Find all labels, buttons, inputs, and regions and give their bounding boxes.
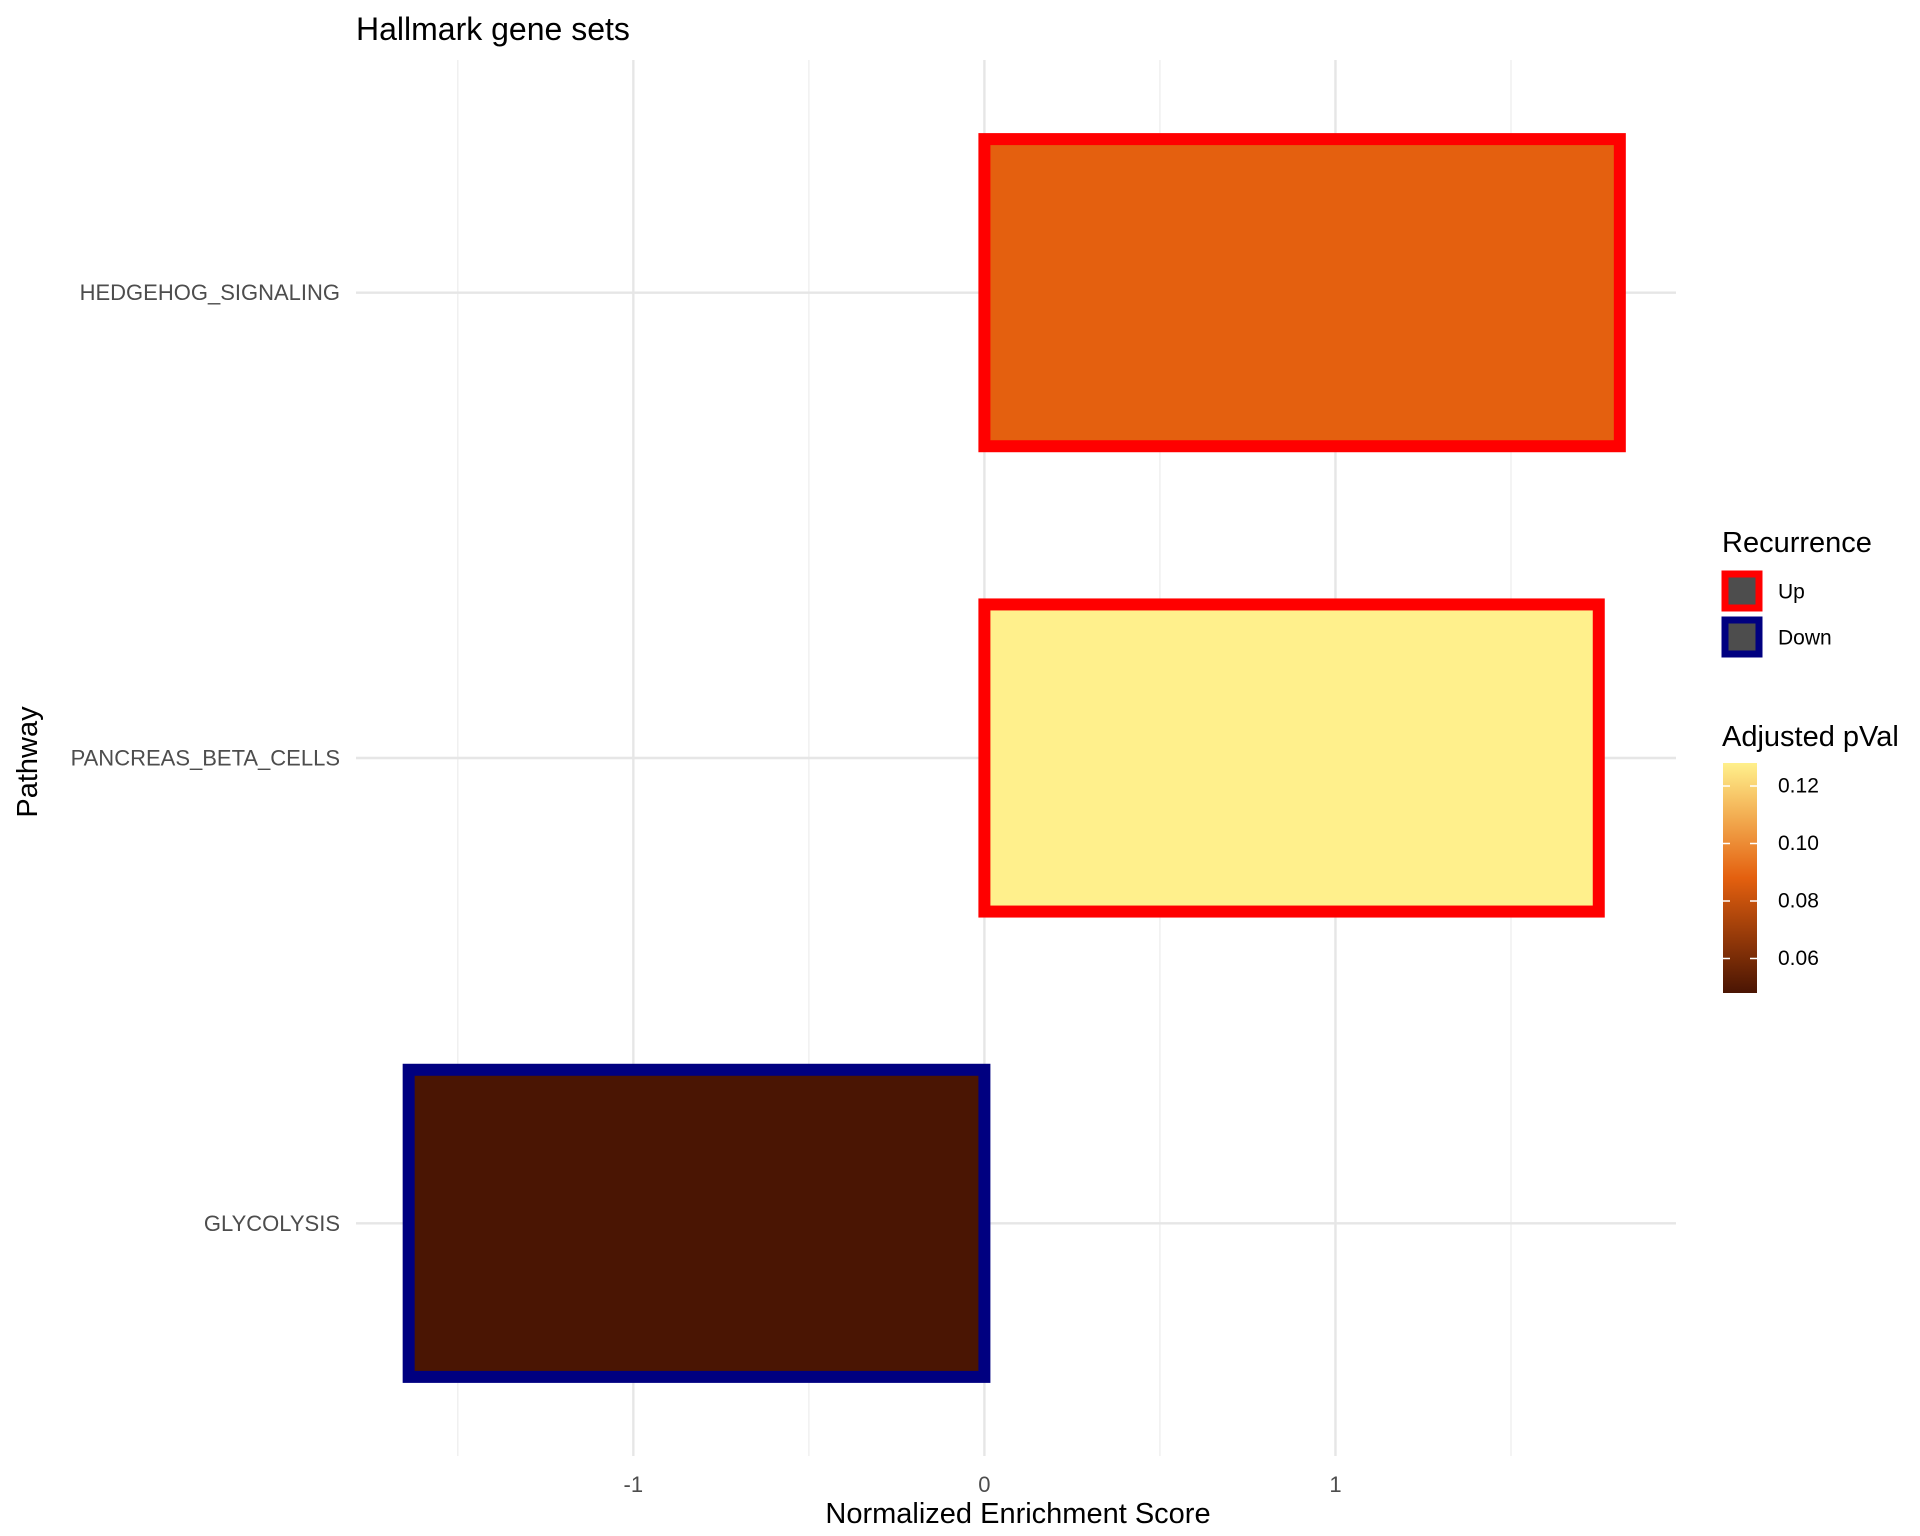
padj-tick-label: 0.10 — [1778, 832, 1819, 855]
bar-pancreas-beta-cells — [978, 598, 1605, 918]
x-tick-label: 1 — [1329, 1472, 1341, 1497]
y-axis-title: Pathway — [12, 706, 44, 818]
chart-title: Hallmark gene sets — [356, 11, 630, 47]
recurrence-label-down: Down — [1778, 627, 1832, 650]
recurrence-key-down — [1721, 616, 1763, 658]
padj-legend-title: Adjusted pVal — [1722, 721, 1899, 753]
recurrence-legend-title: Recurrence — [1722, 527, 1872, 559]
y-tick-label: GLYCOLYSIS — [204, 1211, 340, 1236]
bar-hedgehog-signaling — [978, 133, 1626, 453]
padj-tick-label: 0.08 — [1778, 890, 1819, 913]
y-axis-ticks: HEDGEHOG_SIGNALING PANCREAS_BETA_CELLS GLY… — [71, 280, 340, 1236]
x-tick-label: -1 — [624, 1472, 644, 1497]
y-tick-label: HEDGEHOG_SIGNALING — [80, 280, 340, 305]
x-axis-title: Normalized Enrichment Score — [825, 1498, 1210, 1530]
padj-tick-label: 0.12 — [1778, 775, 1819, 798]
padj-legend: Adjusted pVal 0.06 0.08 0.10 0.12 — [1722, 721, 1899, 993]
padj-tick-label: 0.06 — [1778, 947, 1819, 970]
x-tick-label: 0 — [978, 1472, 990, 1497]
recurrence-legend: Recurrence Up Down — [1721, 527, 1872, 658]
padj-colorbar — [1723, 763, 1757, 993]
bar-glycolysis — [402, 1063, 991, 1383]
recurrence-key-up — [1721, 570, 1763, 612]
recurrence-label-up: Up — [1778, 581, 1805, 604]
x-axis-ticks: -1 0 1 — [624, 1472, 1342, 1497]
y-tick-label: PANCREAS_BETA_CELLS — [71, 746, 340, 771]
bars — [402, 133, 1626, 1383]
